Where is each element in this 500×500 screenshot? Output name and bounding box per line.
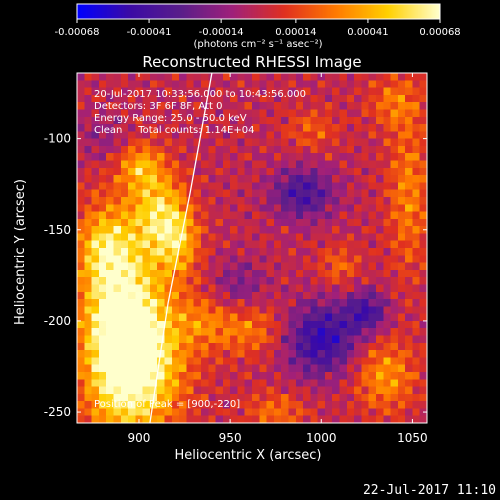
colorbar: -0.00068 -0.00041 -0.00014 0.00014 0.00041 0.… — [55, 3, 461, 50]
annotation-clean: Clean Total counts: 1.14E+04 — [94, 125, 254, 136]
y-tick-label: -200 — [44, 314, 71, 328]
annotation-detectors: Detectors: 3F 6F 8F, Att 0 — [94, 101, 222, 112]
y-tick-label: -150 — [44, 223, 71, 237]
x-axis-label: Heliocentric X (arcsec) — [175, 448, 322, 463]
annotation-peak: Position of Peak = [900,-220] — [94, 399, 240, 410]
x-tick-label: 1000 — [306, 431, 337, 445]
plot-frame — [76, 72, 428, 424]
y-tick-label: -250 — [44, 405, 71, 419]
footer-timestamp: 22-Jul-2017 11:10 — [363, 483, 496, 498]
chart-title: Reconstructed RHESSI Image — [142, 53, 361, 71]
colorbar-tick-label: 0.00014 — [275, 27, 316, 38]
colorbar-tick-label: -0.00068 — [55, 27, 100, 38]
y-axis-label: Heliocentric Y (arcsec) — [13, 179, 28, 325]
colorbar-tick-label: -0.00014 — [199, 27, 244, 38]
heatmap-image — [77, 73, 427, 423]
y-tick-label: -100 — [44, 132, 71, 146]
colorbar-tick-label: 0.00068 — [419, 27, 460, 38]
x-tick-label: 950 — [219, 431, 242, 445]
y-axis-ticks: -100 -150 -200 -250 — [44, 132, 427, 419]
x-tick-label: 1050 — [397, 431, 428, 445]
colorbar-tick-label: -0.00041 — [127, 27, 172, 38]
annotation-energy: Energy Range: 25.0 - 50.0 keV — [94, 113, 247, 124]
colorbar-frame — [76, 3, 441, 20]
colorbar-tick-label: 0.00041 — [347, 27, 388, 38]
annotation-time: 20-Jul-2017 10:33:56.000 to 10:43:56.000 — [94, 89, 306, 100]
x-axis-ticks: 900 950 1000 1050 — [128, 73, 428, 445]
x-tick-label: 900 — [128, 431, 151, 445]
colorbar-unit-label: (photons cm⁻² s⁻¹ asec⁻²) — [193, 39, 322, 50]
plot-area — [77, 73, 427, 423]
colorbar-ticks: -0.00068 -0.00041 -0.00014 0.00014 0.00041 0.… — [55, 19, 461, 38]
colorbar-gradient — [77, 4, 440, 19]
solar-limb-line — [149, 73, 213, 423]
